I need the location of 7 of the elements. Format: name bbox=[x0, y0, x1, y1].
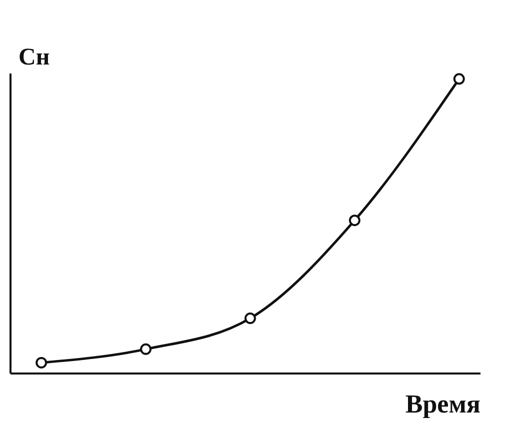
x-axis-title: Время bbox=[405, 390, 480, 418]
y-axis-title: Сн bbox=[18, 44, 50, 70]
point bbox=[348, 214, 360, 226]
point bbox=[244, 312, 256, 324]
point bbox=[140, 343, 152, 355]
point bbox=[36, 356, 48, 368]
point bbox=[453, 73, 465, 85]
